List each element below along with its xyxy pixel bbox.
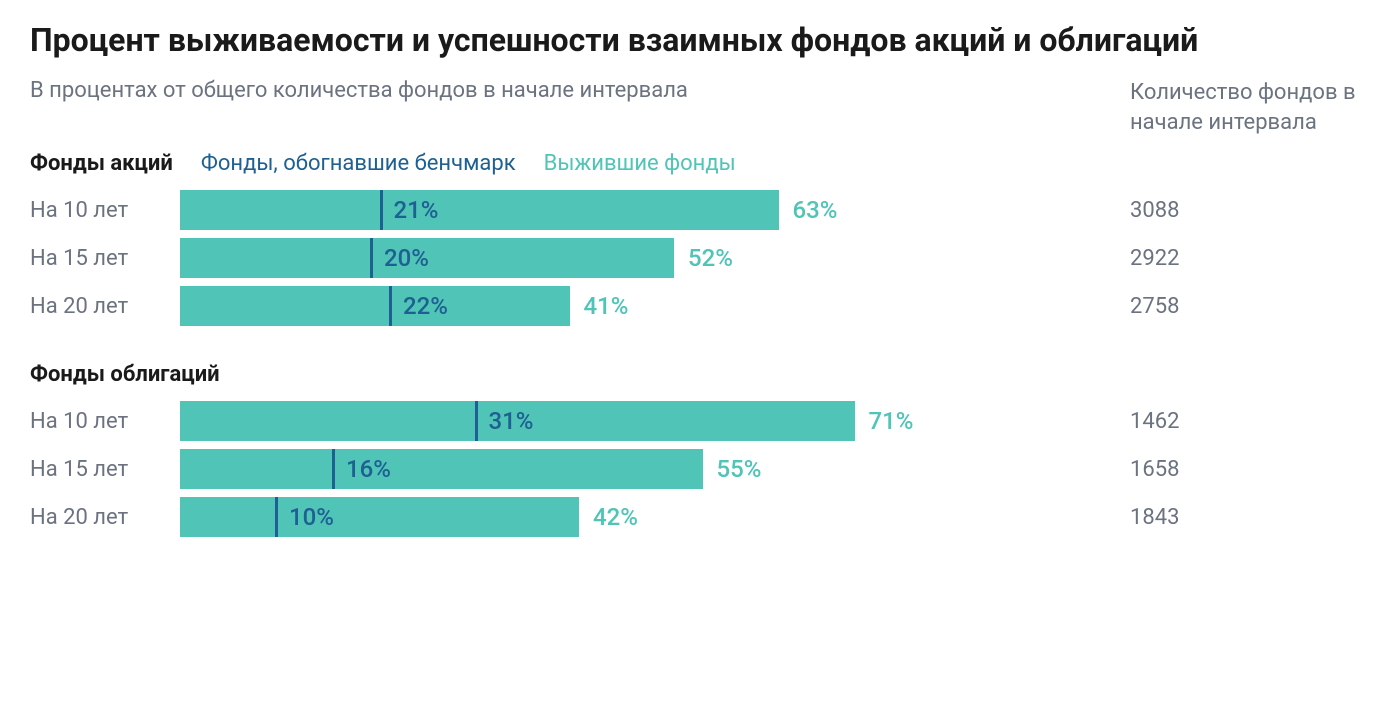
benchmark-value-label: 21% [394, 196, 439, 224]
row-period-label: На 15 лет [30, 246, 180, 271]
chart-group-bonds: На 10 лет31%71%1462На 15 лет16%55%1658На… [30, 399, 1370, 539]
benchmark-value-label: 10% [289, 503, 334, 531]
row-period-label: На 20 лет [30, 505, 180, 530]
bar-benchmark-marker [332, 449, 335, 489]
bar-track: 31% 71% [180, 399, 1130, 443]
subtitle-row: В процентах от общего количества фондов … [30, 78, 1370, 137]
row-period-label: На 10 лет [30, 409, 180, 434]
chart-title: Процент выживаемости и успешности взаимн… [30, 20, 1370, 60]
row-period-label: На 15 лет [30, 457, 180, 482]
fund-count-value: 2758 [1130, 294, 1370, 319]
survived-value-label: 71% [869, 407, 914, 435]
fund-count-value: 1658 [1130, 457, 1370, 482]
chart-row: На 15 лет 16% 55% 1658 [30, 447, 1370, 491]
chart-row: На 20 лет 10% 42% 1843 [30, 495, 1370, 539]
bar-track: 16% 55% [180, 447, 1130, 491]
group-label-bonds: Фонды облигаций [30, 362, 1370, 387]
benchmark-value-label: 31% [489, 407, 534, 435]
chart-row: На 15 лет 20% 52% 2922 [30, 236, 1370, 280]
bar-track: 21% 63% [180, 188, 1130, 232]
chart-subtitle: В процентах от общего количества фондов … [30, 78, 688, 103]
legend-benchmark: Фонды, обогнавшие бенчмарк [201, 151, 516, 176]
bar-benchmark-marker [275, 497, 278, 537]
fund-count-value: 2922 [1130, 246, 1370, 271]
survived-value-label: 41% [584, 292, 629, 320]
bar-benchmark-marker [389, 286, 392, 326]
survived-value-label: 55% [717, 455, 762, 483]
bar-survived [180, 449, 703, 489]
survived-value-label: 63% [793, 196, 838, 224]
chart-row: На 10 лет 31% 71% 1462 [30, 399, 1370, 443]
fund-count-value: 1462 [1130, 409, 1370, 434]
bar-benchmark-marker [370, 238, 373, 278]
benchmark-value-label: 22% [403, 292, 448, 320]
chart-row: На 20 лет 22% 41% 2758 [30, 284, 1370, 328]
chart-group-equity: На 10 лет21%63%3088На 15 лет20%52%2922На… [30, 188, 1370, 328]
bar-benchmark-marker [380, 190, 383, 230]
bar-track: 22% 41% [180, 284, 1130, 328]
benchmark-value-label: 16% [346, 455, 391, 483]
bar-survived [180, 190, 779, 230]
count-column-header: Количество фондов в начале интервала [1130, 78, 1370, 137]
survived-value-label: 42% [593, 503, 638, 531]
bar-benchmark-marker [475, 401, 478, 441]
fund-count-value: 3088 [1130, 198, 1370, 223]
fund-count-value: 1843 [1130, 505, 1370, 530]
benchmark-value-label: 20% [384, 244, 429, 272]
row-period-label: На 10 лет [30, 198, 180, 223]
bar-track: 10% 42% [180, 495, 1130, 539]
row-period-label: На 20 лет [30, 294, 180, 319]
bar-survived [180, 497, 579, 537]
group-label-equity: Фонды акций [30, 151, 173, 176]
legend-survived: Выжившие фонды [544, 151, 736, 176]
chart-row: На 10 лет 21% 63% 3088 [30, 188, 1370, 232]
bar-track: 20% 52% [180, 236, 1130, 280]
legend-row: Фонды акций Фонды, обогнавшие бенчмарк В… [30, 151, 1370, 176]
survived-value-label: 52% [688, 244, 733, 272]
bar-survived [180, 286, 570, 326]
